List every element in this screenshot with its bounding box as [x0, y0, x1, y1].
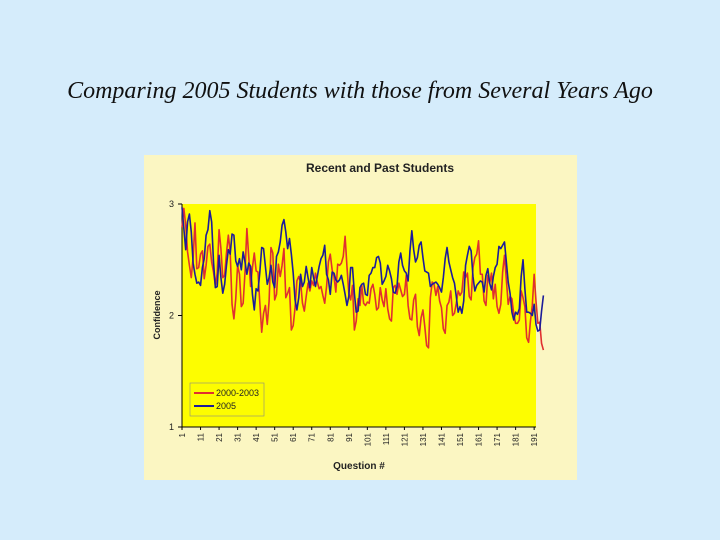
x-axis-label: Question #	[333, 461, 385, 472]
x-tick-label: 51	[271, 432, 280, 441]
x-axis: 1 11 21 31 41 51 61 71 81 91 101 111 121 131 141 151 161…	[178, 426, 539, 446]
x-tick-label: 111	[382, 432, 391, 445]
x-tick-label: 171	[493, 432, 502, 446]
x-tick-label: 11	[197, 432, 206, 441]
series-line-2005	[181, 207, 545, 332]
y-tick-label: 2	[169, 311, 174, 321]
chart-svg: Recent and Past Students 123 1 11 21 31 41 51…	[144, 155, 577, 480]
y-axis-label: Confidence	[152, 290, 162, 339]
y-axis: 1 2 3	[169, 199, 183, 432]
x-tick-label: 181	[512, 432, 521, 446]
y-tick-label: 1	[169, 422, 174, 432]
legend-box	[189, 382, 265, 417]
x-tick-label: 1	[178, 432, 187, 437]
x-tick-label: 131	[419, 432, 428, 446]
legend-label: 2005	[216, 401, 236, 411]
slide-title: Comparing 2005 Students with those from …	[67, 78, 653, 104]
x-tick-label: 151	[456, 432, 465, 446]
x-tick-label: 21	[215, 432, 224, 441]
x-tick-label: 61	[289, 432, 298, 441]
x-tick-label: 121	[400, 432, 409, 446]
x-tick-label: 101	[363, 432, 372, 446]
series-layer	[181, 207, 545, 351]
x-tick-label: 91	[345, 432, 354, 441]
legend: 2000-2003 2005	[189, 382, 265, 417]
x-tick-label: 191	[530, 432, 539, 446]
x-tick-label: 81	[326, 432, 335, 441]
x-tick-label: 141	[437, 432, 446, 446]
x-tick-label: 161	[475, 432, 484, 446]
chart-title: Recent and Past Students	[306, 161, 454, 175]
x-tick-label: 31	[234, 432, 243, 441]
legend-label: 2000-2003	[216, 388, 259, 398]
x-tick-label: 41	[252, 432, 261, 441]
y-tick-label: 3	[169, 199, 174, 209]
x-tick-label: 71	[308, 432, 317, 441]
